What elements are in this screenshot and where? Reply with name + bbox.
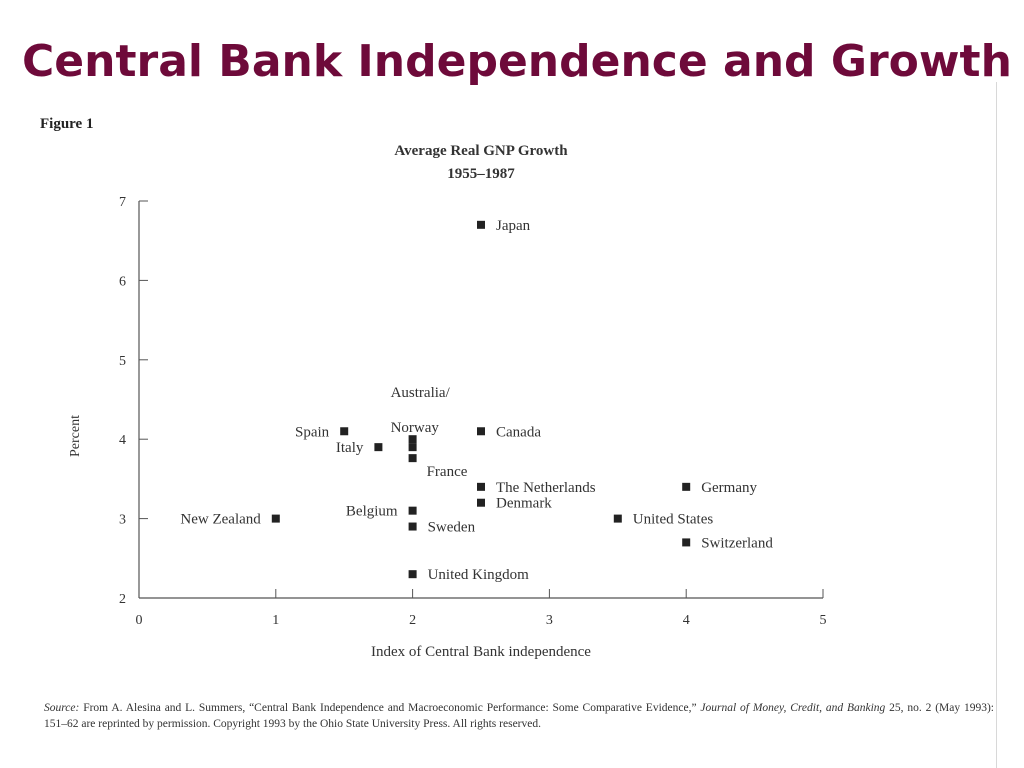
data-point-marker (477, 220, 485, 229)
data-point-label: Australia/ (391, 385, 451, 401)
x-tick-label: 4 (683, 613, 690, 628)
data-point-label: Belgium (346, 504, 398, 520)
data-point-marker (408, 570, 417, 579)
data-point-marker (477, 482, 485, 491)
x-tick-label: 2 (409, 613, 416, 628)
slide-title: Central Bank Independence and Growth (22, 36, 1012, 87)
data-point-marker (340, 427, 349, 436)
data-point-marker (682, 482, 691, 491)
data-point-marker (408, 443, 417, 452)
data-point-label: The Netherlands (496, 480, 596, 496)
data-point-marker (374, 443, 383, 452)
y-tick-label: 4 (119, 433, 126, 448)
data-point-marker (477, 427, 485, 436)
data-point-marker (271, 514, 280, 523)
data-point-label: Italy (336, 440, 364, 456)
source-journal: Journal of Money, Credit, and Banking (700, 702, 886, 714)
data-point-label: Switzerland (701, 535, 773, 551)
data-point-marker (408, 506, 417, 515)
y-tick-label: 6 (119, 274, 126, 289)
x-tick-label: 3 (546, 613, 553, 628)
y-tick-label: 3 (119, 513, 126, 528)
y-axis-label: Percent (68, 415, 83, 457)
slide-right-rule (996, 82, 997, 768)
y-tick-label: 2 (119, 592, 126, 607)
scatter-chart: Average Real GNP Growth 1955–1987 2 3 4 5 6 7… (68, 143, 827, 660)
x-axis-label: Index of Central Bank independence (371, 644, 591, 660)
x-tick-label: 0 (136, 613, 143, 628)
data-point-label: Germany (701, 480, 757, 496)
y-tick-label: 5 (119, 354, 126, 369)
y-tick-label: 7 (119, 195, 126, 210)
data-point-label: Sweden (428, 520, 476, 536)
data-point-marker (408, 522, 417, 531)
y-axis-ticks: 2 3 4 5 6 7 (119, 195, 148, 607)
x-axis-ticks: 0 1 2 3 4 5 (136, 589, 827, 628)
x-tick-label: 5 (820, 613, 827, 628)
data-point-label: Japan (496, 218, 531, 234)
source-text-2: 25, no. 2 (May 1993): 151–62 are reprint… (44, 702, 994, 730)
data-point-label: United Kingdom (428, 567, 530, 583)
source-prefix: Source: (44, 702, 80, 714)
x-tick-label: 1 (272, 613, 279, 628)
figure-label: Figure 1 (40, 116, 94, 132)
data-point-label: United States (633, 512, 714, 528)
chart-title: Average Real GNP Growth (394, 143, 568, 159)
data-point-label: Denmark (496, 496, 552, 512)
data-point-label: Norway (391, 420, 440, 436)
data-point-marker (477, 498, 485, 507)
source-note: Source: From A. Alesina and L. Summers, … (44, 700, 994, 732)
data-point-label: Spain (295, 424, 330, 440)
chart-subtitle: 1955–1987 (447, 166, 515, 182)
data-points: Japan Spain Italy Australia/Norway France Can… (180, 218, 773, 583)
data-point-label: Canada (496, 424, 541, 440)
data-point-label: New Zealand (180, 512, 261, 528)
source-text-1: From A. Alesina and L. Summers, “Central… (79, 702, 701, 714)
data-point-marker (682, 538, 691, 547)
data-point-label: France (427, 464, 468, 480)
data-point-marker (408, 454, 417, 463)
data-point-marker (408, 435, 417, 444)
data-point-marker (613, 514, 622, 523)
